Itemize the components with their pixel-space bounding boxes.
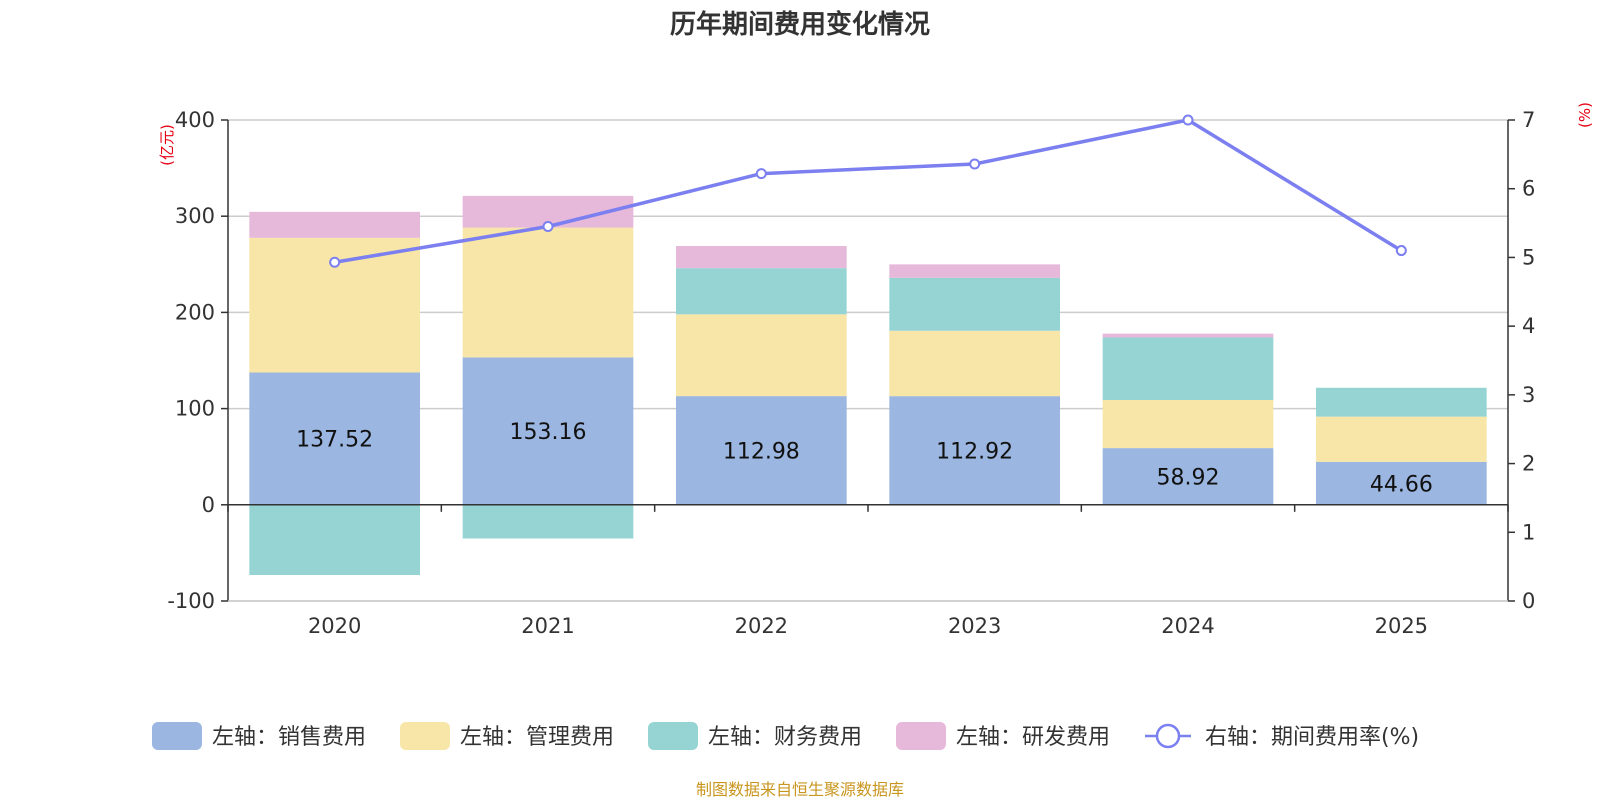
bar-segment xyxy=(249,504,420,576)
x-tick-label: 2021 xyxy=(521,614,574,638)
legend-swatch xyxy=(648,722,698,750)
x-tick-label: 2020 xyxy=(308,614,361,638)
bar-value-label: 112.98 xyxy=(723,439,800,464)
legend-label: 左轴：管理费用 xyxy=(460,725,614,750)
legend-label: 左轴：研发费用 xyxy=(956,725,1110,750)
axes: -100 0 100 200 300 400 0 1 2 3 4 5 6 7 2020 2021 2022 202… xyxy=(167,108,1535,638)
bar-value-label: 44.66 xyxy=(1370,472,1433,497)
bar-segment xyxy=(1316,416,1487,462)
right-tick-label: 1 xyxy=(1522,520,1535,544)
bar-segment xyxy=(462,227,634,358)
bar-segment xyxy=(249,211,420,238)
source-note: 制图数据来自恒生聚源数据库 xyxy=(696,780,904,799)
x-tick-label: 2025 xyxy=(1375,614,1428,638)
bar-value-label: 153.16 xyxy=(510,420,587,445)
legend-swatch xyxy=(400,722,450,750)
left-tick-label: 400 xyxy=(175,108,215,132)
bars xyxy=(249,195,1487,576)
rate-point xyxy=(542,221,554,233)
legend-label: 右轴：期间费用率(%) xyxy=(1205,725,1419,750)
legend: 左轴：销售费用 左轴：管理费用 左轴：财务费用 左轴：研发费用 右轴：期间费用率(%) xyxy=(152,722,1419,750)
bar-value-label: 137.52 xyxy=(296,428,373,453)
right-tick-label: 3 xyxy=(1522,383,1535,407)
legend-swatch xyxy=(896,722,946,750)
bar-value-label: 58.92 xyxy=(1157,465,1220,490)
bar-segment xyxy=(462,504,634,539)
bar-segment xyxy=(676,314,847,397)
bar-segment xyxy=(889,396,1060,505)
bar-value-label: 112.92 xyxy=(936,439,1013,464)
left-tick-label: 300 xyxy=(175,204,215,228)
rate-point xyxy=(1182,114,1194,126)
bar-segment xyxy=(676,396,847,505)
x-tick-label: 2022 xyxy=(735,614,788,638)
bar-segment xyxy=(1102,448,1274,505)
rate-line-path xyxy=(334,118,1403,264)
left-tick-label: 0 xyxy=(202,493,215,517)
bar-segment xyxy=(676,268,847,315)
bar-segment xyxy=(1102,337,1274,401)
bar-segment xyxy=(462,357,634,505)
right-tick-label: 7 xyxy=(1522,108,1535,132)
rate-point xyxy=(969,158,981,170)
bar-segment xyxy=(889,277,1060,331)
right-tick-label: 4 xyxy=(1522,314,1535,338)
bar-segment xyxy=(889,330,1060,397)
bar-segment xyxy=(1316,461,1487,505)
legend-label: 左轴：销售费用 xyxy=(212,725,366,750)
bar-segment xyxy=(1102,400,1274,449)
left-axis-unit: (亿元) xyxy=(158,124,176,166)
rate-point xyxy=(755,168,767,180)
bar-segment xyxy=(249,372,420,505)
right-tick-label: 5 xyxy=(1522,245,1535,269)
legend-marker-symbol xyxy=(1155,723,1181,749)
bar-segment xyxy=(889,264,1060,278)
x-tick-label: 2023 xyxy=(948,614,1001,638)
bar-labels: 137.52 153.16 112.98 112.92 58.92 44.66 xyxy=(296,420,1433,497)
legend-swatch xyxy=(152,722,202,750)
right-tick-label: 2 xyxy=(1522,452,1535,476)
chart-title: 历年期间费用变化情况 xyxy=(670,9,930,40)
bar-segment xyxy=(1102,333,1274,338)
left-tick-label: -100 xyxy=(167,589,215,613)
right-axis-unit: (%) xyxy=(1576,102,1594,128)
right-tick-label: 0 xyxy=(1522,589,1535,613)
rate-line xyxy=(329,114,1407,268)
rate-point xyxy=(329,256,341,268)
left-tick-label: 200 xyxy=(175,300,215,324)
x-tick-label: 2024 xyxy=(1161,614,1214,638)
rate-point xyxy=(1395,245,1407,257)
bar-segment xyxy=(1316,387,1487,417)
right-tick-label: 6 xyxy=(1522,177,1535,201)
legend-label: 左轴：财务费用 xyxy=(708,725,862,750)
left-tick-label: 100 xyxy=(175,397,215,421)
bar-segment xyxy=(676,246,847,269)
